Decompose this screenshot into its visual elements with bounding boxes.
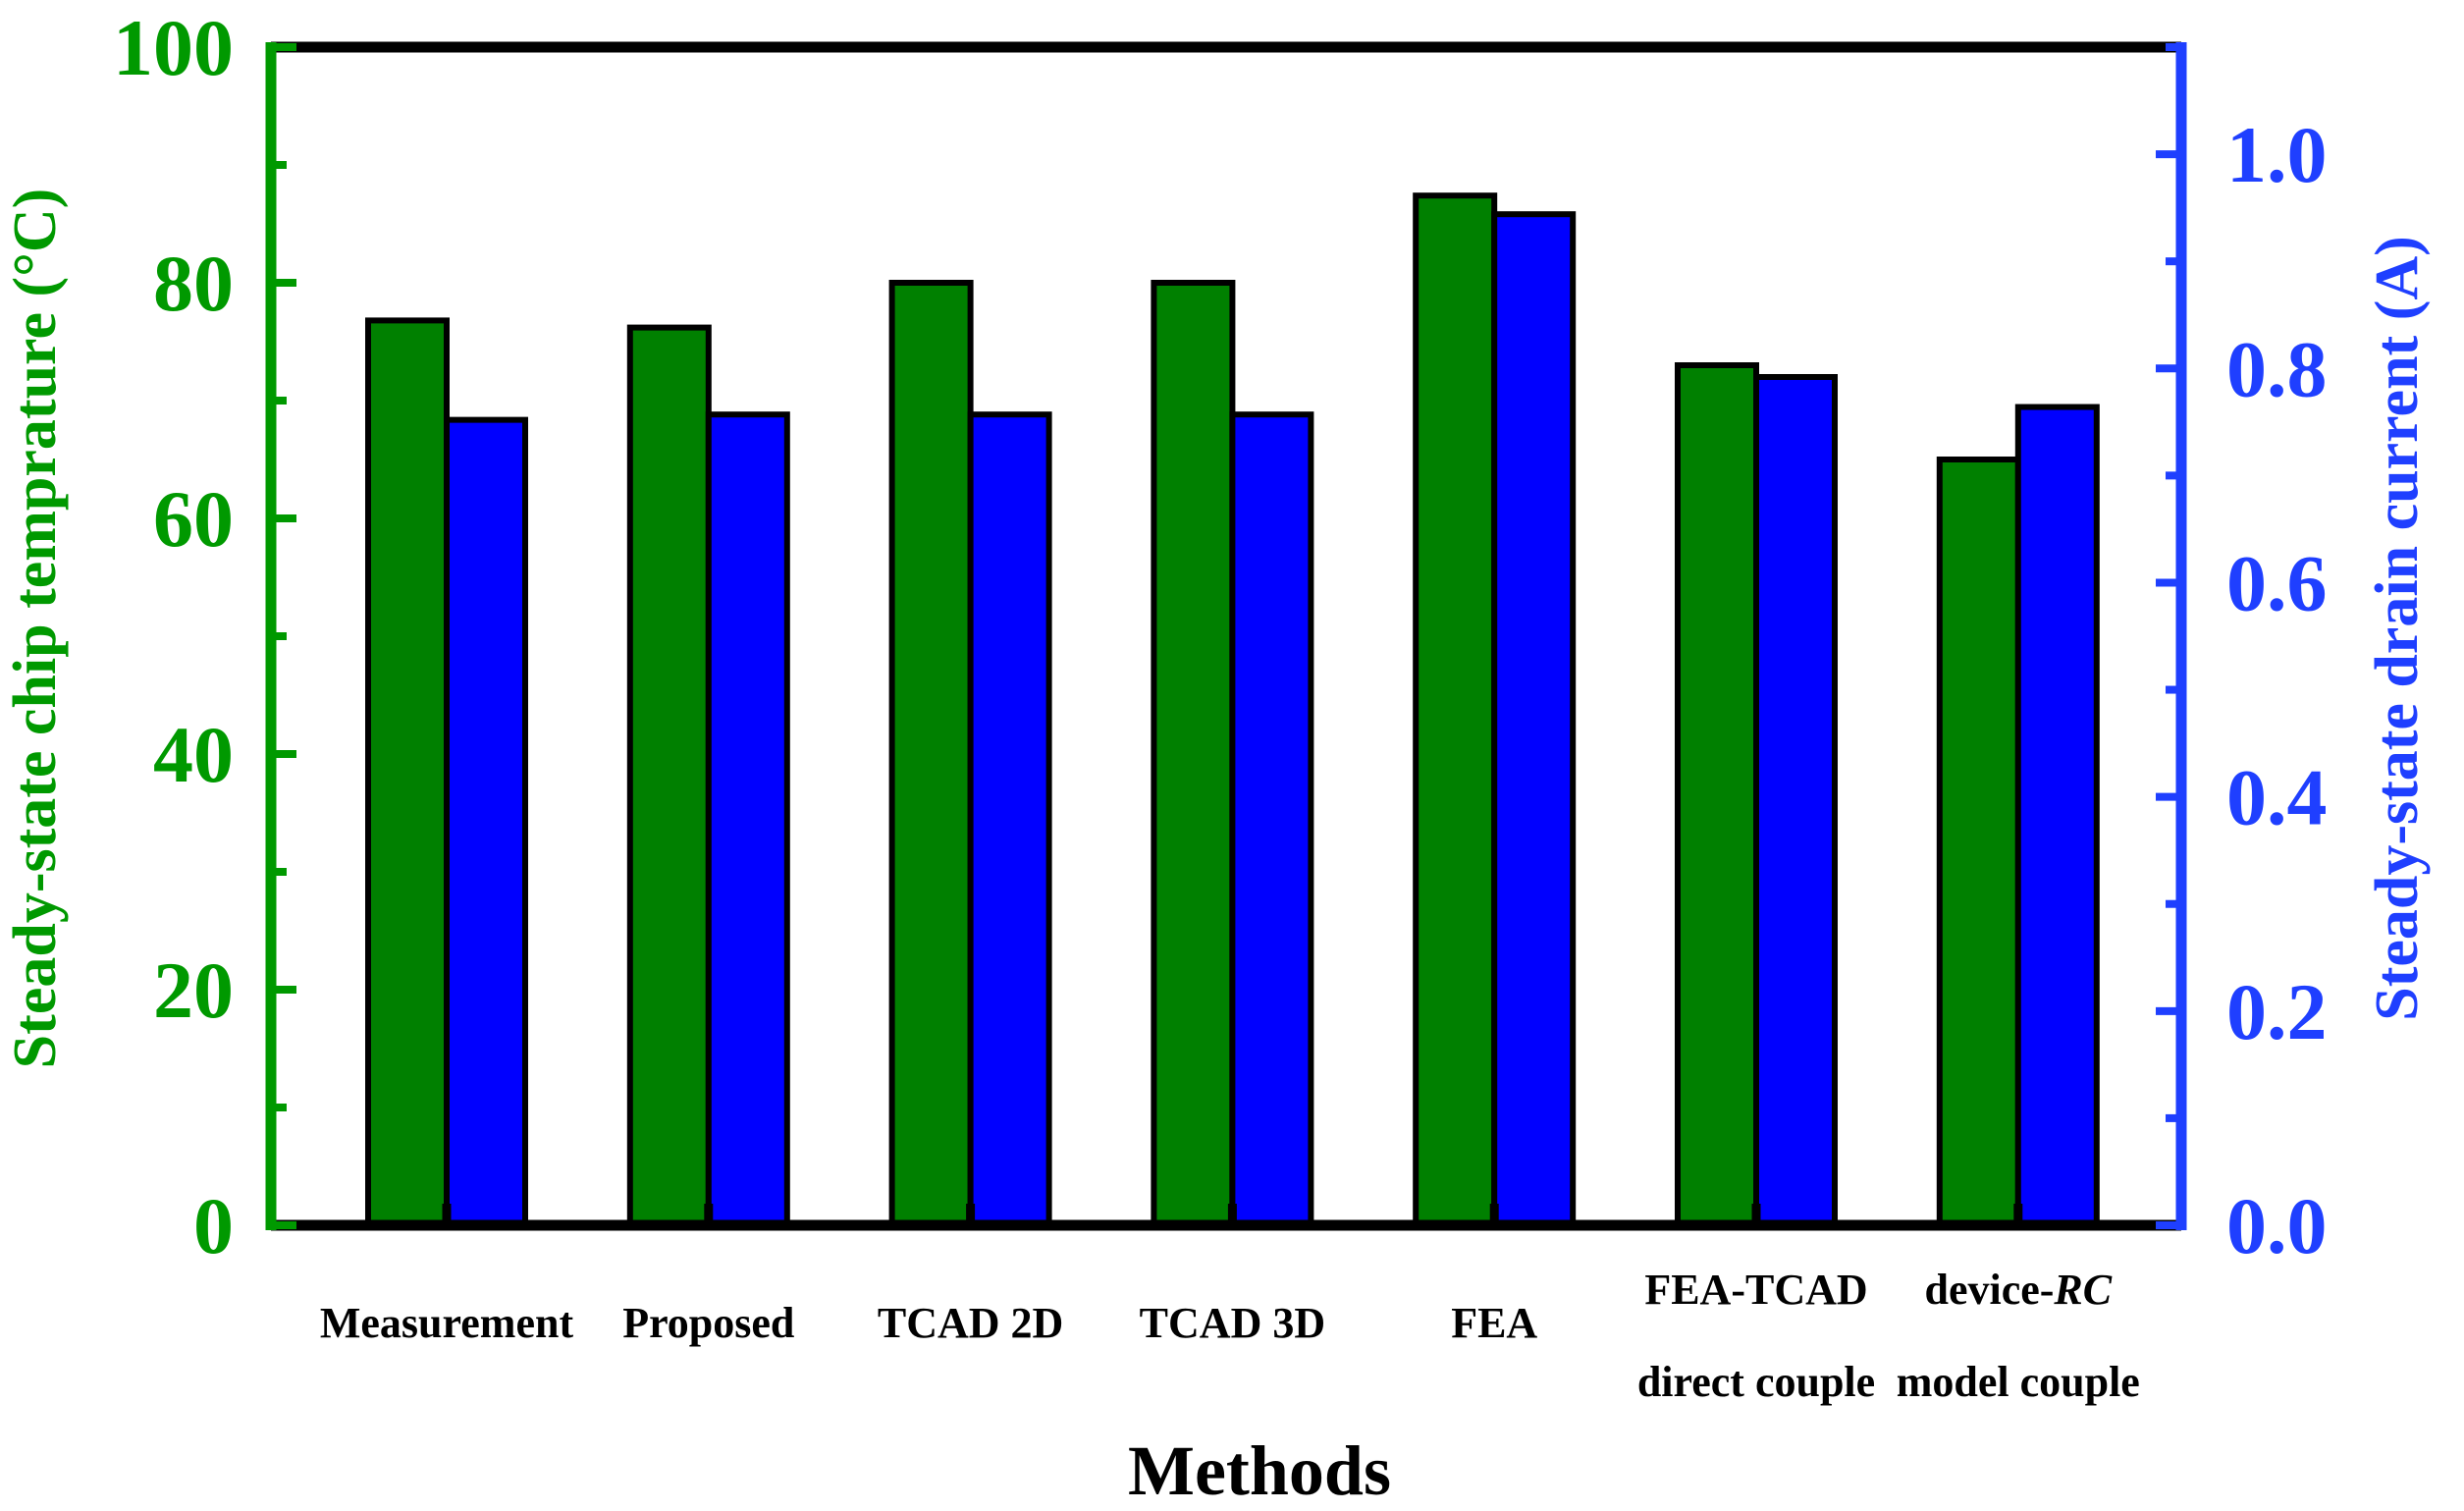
category-label-italic: RC xyxy=(2053,1266,2112,1314)
bar-temperature-4 xyxy=(1151,280,1236,1228)
bar-current-4 xyxy=(1229,411,1314,1228)
category-label: TCAD 3D xyxy=(1140,1299,1325,1347)
category-label-line2: direct couple xyxy=(1637,1358,1875,1406)
bar-temperature-2 xyxy=(626,324,712,1229)
category-label: FEA xyxy=(1451,1299,1537,1347)
left-tick-label: 60 xyxy=(153,474,234,564)
category-label-text: Measurement xyxy=(320,1299,574,1347)
left-tick-label: 20 xyxy=(153,945,234,1035)
category-label: Measurement xyxy=(320,1299,574,1347)
category-label-line2: model couple xyxy=(1897,1358,2140,1406)
bars-layer xyxy=(365,192,2100,1229)
x-axis-title: Methods xyxy=(1128,1431,1391,1510)
category-label: TCAD 2D xyxy=(878,1299,1063,1347)
category-label: device-RC xyxy=(1924,1266,2112,1314)
right-tick-label: 0.8 xyxy=(2226,324,2328,413)
category-label-text: TCAD 2D xyxy=(878,1299,1063,1347)
left-tick-label: 80 xyxy=(153,239,234,328)
right-tick-label: 0.4 xyxy=(2226,753,2328,842)
bar-current-5 xyxy=(1491,211,1577,1229)
bar-temperature-6 xyxy=(1675,362,1759,1228)
right-tick-label: 0.6 xyxy=(2226,538,2328,627)
right-axis-ticks: 0.0 0.2 0.4 0.6 0.8 1.0 xyxy=(2156,43,2328,1270)
bar-current-7 xyxy=(2014,404,2100,1228)
left-tick-label: 40 xyxy=(153,710,234,799)
bar-temperature-3 xyxy=(888,280,974,1228)
left-axis-title: Steady-state chip temprature (°C) xyxy=(2,189,69,1069)
bar-current-2 xyxy=(705,411,790,1228)
category-label: Proposed xyxy=(622,1299,794,1347)
category-label: FEA-TCAD xyxy=(1644,1266,1867,1314)
bar-temperature-7 xyxy=(1936,457,2021,1228)
left-axis-ticks: 0 20 40 60 80 100 xyxy=(113,3,296,1270)
left-tick-label: 0 xyxy=(193,1181,234,1270)
category-label-text: FEA xyxy=(1451,1299,1537,1347)
bar-current-1 xyxy=(444,416,528,1228)
category-labels: Measurement Proposed TCAD 2D TCAD 3D FEA FEA-… xyxy=(320,1266,2140,1406)
left-tick-label: 100 xyxy=(113,3,234,92)
right-tick-label: 1.0 xyxy=(2226,110,2328,199)
bar-current-3 xyxy=(967,411,1052,1228)
category-label-text: FEA-TCAD xyxy=(1644,1266,1867,1314)
bar-temperature-1 xyxy=(365,317,450,1228)
category-label-text: device- xyxy=(1924,1266,2054,1314)
category-label-text: TCAD 3D xyxy=(1140,1299,1325,1347)
bar-current-6 xyxy=(1753,374,1838,1228)
right-tick-label: 0.0 xyxy=(2226,1181,2328,1270)
bar-temperature-5 xyxy=(1413,192,1498,1229)
right-axis-title: Steady-state drain current (A) xyxy=(2364,236,2431,1021)
right-tick-label: 0.2 xyxy=(2226,967,2328,1056)
category-label-text: Proposed xyxy=(622,1299,794,1347)
